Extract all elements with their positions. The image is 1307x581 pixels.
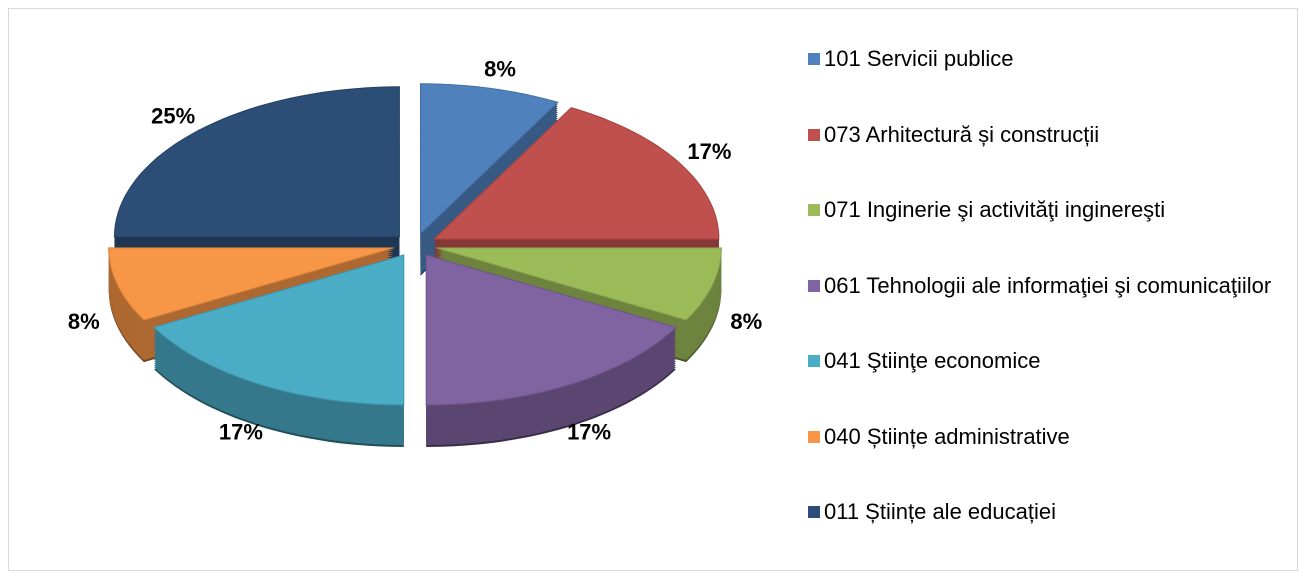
legend-item: 071 Inginerie şi activităţi inginereşti	[808, 195, 1278, 225]
data-label: 17%	[567, 419, 611, 444]
data-label: 17%	[219, 419, 263, 444]
data-label: 25%	[151, 104, 195, 129]
legend-item: 040 Științe administrative	[808, 422, 1278, 452]
slice	[153, 254, 405, 406]
legend-item: 041 Ştiinţe economice	[808, 346, 1278, 376]
legend-label: 073 Arhitectură și construcții	[824, 121, 1100, 147]
legend-item: 011 Științe ale educației	[808, 497, 1278, 527]
legend-swatch	[808, 204, 820, 216]
slice	[425, 254, 677, 406]
data-label: 8%	[68, 309, 100, 334]
legend-label: 041 Ştiinţe economice	[824, 348, 1041, 373]
legend-swatch	[808, 128, 820, 141]
legend-item: 061 Tehnologii ale informaţiei şi comuni…	[808, 271, 1278, 301]
slice	[436, 247, 722, 321]
legend-item: 101 Servicii publice	[808, 44, 1278, 74]
legend-swatch	[808, 506, 820, 518]
legend-label: 071 Inginerie şi activităţi inginereşti	[824, 197, 1166, 222]
slice	[108, 247, 394, 321]
chart: 8% 17% 8% 17% 17% 8% 25%	[68, 56, 762, 447]
legend-label: 040 Științe administrative	[824, 423, 1070, 449]
chart-frame	[8, 8, 1298, 571]
data-label: 17%	[687, 139, 731, 164]
legend-label: 011 Științe ale educației	[824, 499, 1056, 524]
legend-swatch	[808, 53, 820, 65]
slice	[419, 83, 559, 235]
legend-swatch	[808, 430, 820, 443]
data-label: 8%	[730, 309, 762, 334]
slice	[432, 107, 720, 240]
legend-label: 061 Tehnologii ale informaţiei şi comuni…	[824, 272, 1272, 298]
legend-label: 101 Servicii publice	[824, 46, 1014, 71]
legend-swatch	[808, 355, 820, 367]
legend-item: 073 Arhitectură și construcții	[808, 120, 1278, 150]
legend-swatch	[808, 279, 820, 292]
slice	[113, 86, 400, 238]
data-label: 8%	[484, 56, 516, 81]
